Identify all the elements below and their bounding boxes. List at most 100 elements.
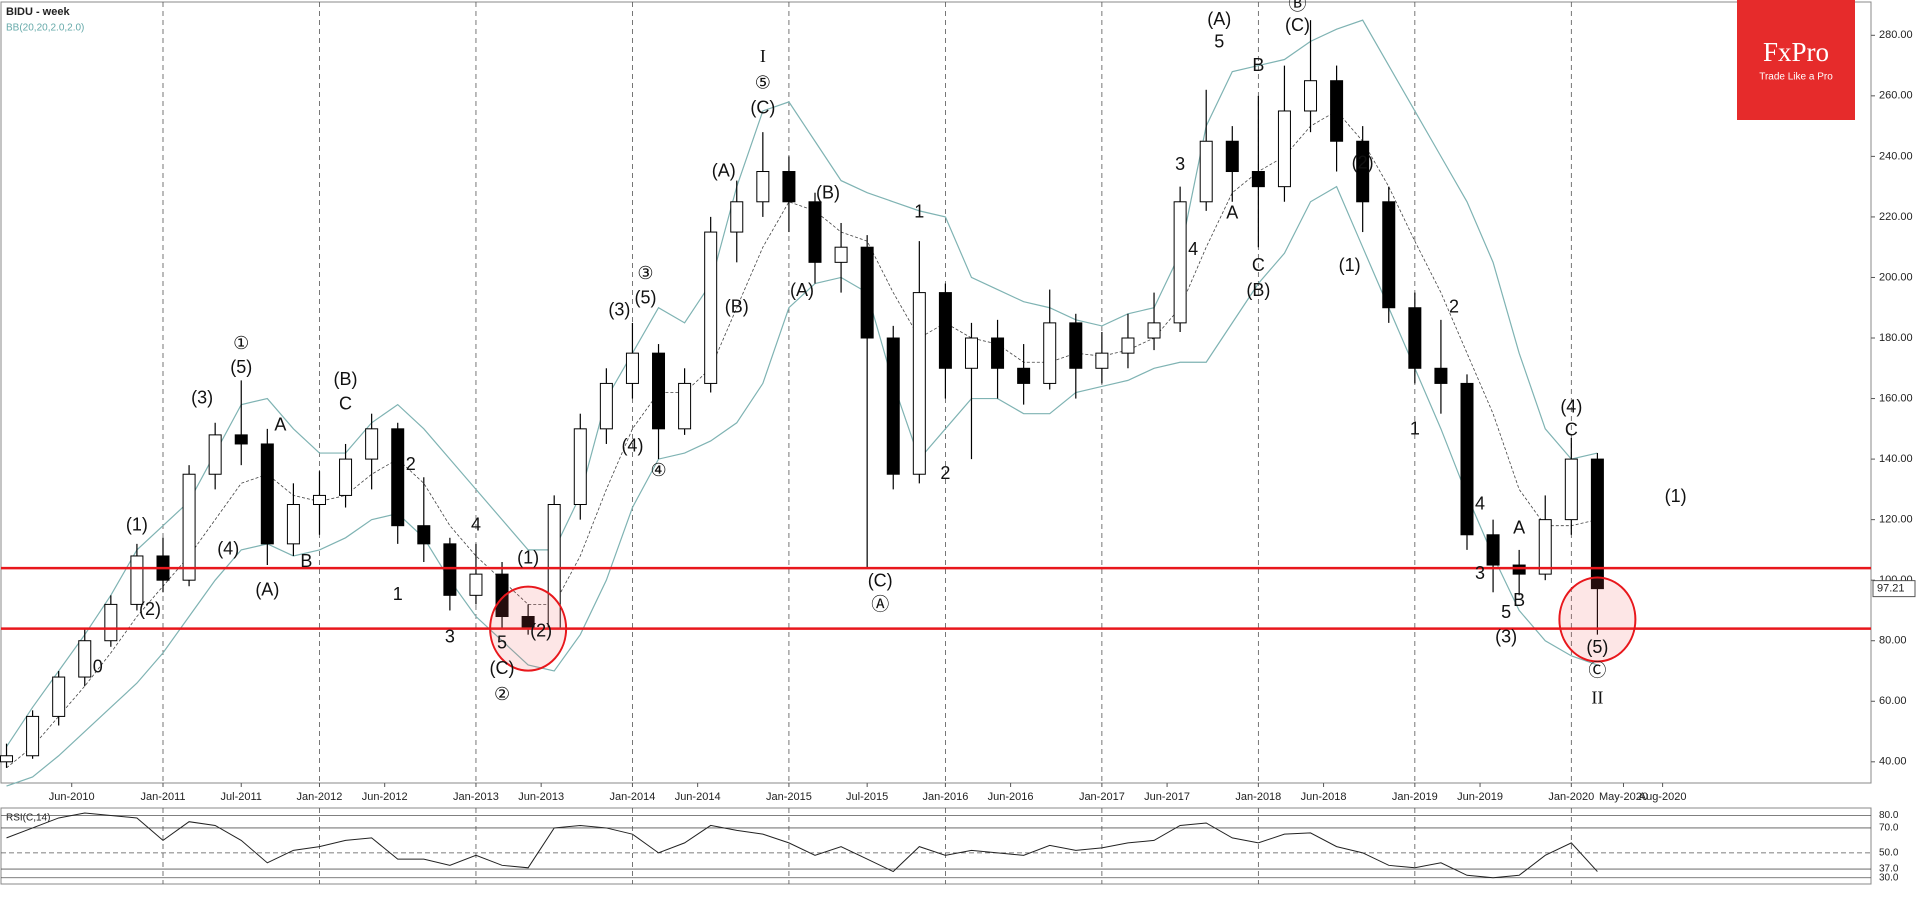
rsi-line [6,812,1598,879]
y-tick-label: 280.00 [1879,29,1913,41]
wave-label: 3 [1175,154,1185,174]
wave-label: II [1591,688,1603,708]
y-tick-label: 80.00 [1879,635,1907,647]
wave-label: (A) [255,580,279,600]
candle-body [1017,367,1031,384]
wave-label: A [274,415,286,435]
x-tick-label: Jan-2011 [140,791,185,803]
wave-label: Ⓐ [871,594,889,614]
x-tick-label: Jun-2012 [362,791,408,803]
candle-body [365,428,379,460]
rsi-tick-label: 50.0 [1879,847,1899,858]
y-tick-label: 220.00 [1879,211,1913,223]
wave-label: ③ [637,263,653,283]
wave-label: 2 [1449,296,1459,316]
candle-body [208,434,222,475]
x-tick-label: May-2020 [1599,791,1648,803]
wave-label: 1 [1410,418,1420,438]
wave-label: (3) [1495,626,1517,646]
candle-body [1095,352,1109,369]
x-tick-label: Jan-2017 [1079,791,1125,803]
candle-body [104,603,118,642]
logo-name: FxPro [1763,37,1829,67]
wave-label: (C) [750,98,775,118]
candle-body [1512,564,1526,575]
y-tick-label: 40.00 [1879,756,1907,768]
candle-body [286,504,300,545]
y-tick-label: 180.00 [1879,332,1913,344]
wave-label: Ⓒ [1588,661,1606,681]
x-tick-label: Jan-2019 [1392,791,1438,803]
wave-label: (3) [608,300,630,320]
candle-body [1382,201,1396,309]
rsi-tick-label: 37.0 [1879,864,1899,875]
highlight-circle [1558,576,1637,663]
wave-label: 2 [406,454,416,474]
y-tick-label: 200.00 [1879,271,1913,283]
wave-label: A [1226,203,1238,223]
wave-label: 3 [445,626,455,646]
candle-body [1225,140,1239,173]
wave-label: 4 [1188,239,1198,259]
wave-label: (2) [139,599,161,619]
candle-body [860,246,874,339]
wave-label: (1) [1665,486,1687,506]
candle-body [1486,534,1500,566]
candle-body [1434,367,1448,384]
y-tick-label: 120.00 [1879,514,1913,526]
x-tick-label: Jan-2015 [766,791,812,803]
candle-body [495,573,509,618]
logo-box [1737,0,1855,120]
x-tick-label: Jul-2011 [221,791,262,803]
candle-body [938,292,952,369]
x-tick-label: Jan-2020 [1548,791,1594,803]
candle-body [26,715,40,757]
candle-body [1199,140,1213,203]
candle-body [443,543,457,596]
candle-body [182,473,196,581]
highlight-circle [489,585,568,672]
wave-label: C [1252,255,1265,275]
x-tick-label: Aug-2020 [1639,791,1687,803]
candle-body [391,428,405,527]
x-tick-label: Jun-2019 [1457,791,1503,803]
rsi-tick-label: 30.0 [1879,872,1899,883]
indicator-label: BB(20,20,2.0,2.0) [6,23,84,34]
candle-body [1121,337,1135,354]
candle-body [52,676,66,717]
rsi-panel-frame [0,807,1872,885]
candle-body [599,382,613,430]
wave-label: (2) [1352,153,1374,173]
y-tick-label: 160.00 [1879,392,1913,404]
wave-label: (4) [621,436,643,456]
wave-label: ① [233,333,249,353]
logo-tagline: Trade Like a Pro [1759,72,1833,83]
y-tick-label: 140.00 [1879,453,1913,465]
candle-body [1304,80,1318,112]
wave-label: 5 [1501,602,1511,622]
x-tick-label: Jan-2012 [297,791,343,803]
candle-body [417,525,431,545]
brand-logo: FxPro Trade Like a Pro [1737,0,1855,120]
candle-body [1356,140,1370,203]
x-tick-label: Jan-2018 [1235,791,1281,803]
candle-body [339,458,353,496]
wave-label: (2) [530,620,552,640]
wave-label: (C) [1285,15,1310,35]
wave-label: (C) [868,571,893,591]
wave-label: B [1252,55,1264,75]
x-tick-label: Jun-2013 [518,791,564,803]
wave-label: (1) [1339,255,1361,275]
candle-body [312,494,326,506]
candle-body [469,573,483,596]
rsi-label: RSI(C,14) [6,813,50,824]
candle-body [234,434,248,445]
wave-label: (5) [1586,637,1608,657]
wave-label: (1) [517,548,539,568]
y-tick-label: 260.00 [1879,90,1913,102]
candle-body [1590,458,1604,590]
candle-body [834,246,848,263]
candle-body [1460,382,1474,536]
wave-label: 5 [1214,32,1224,52]
